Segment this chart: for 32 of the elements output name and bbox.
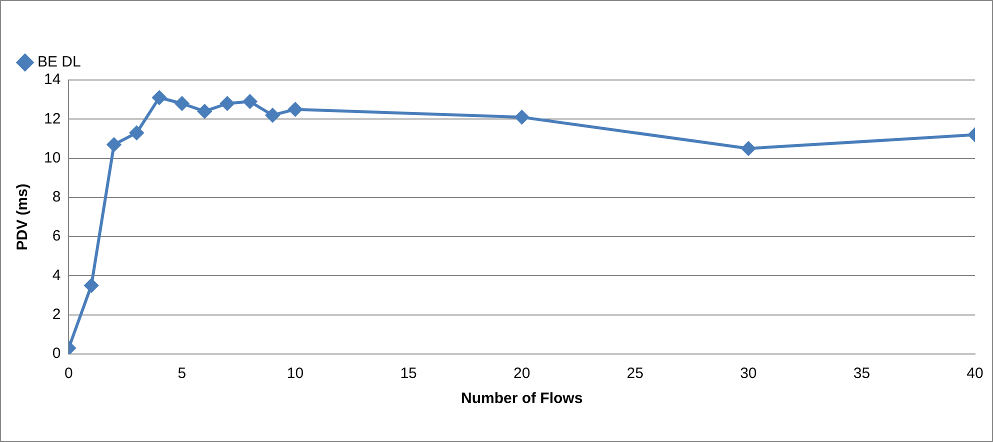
- point: [741, 142, 756, 156]
- x-tick-label: 40: [966, 365, 984, 382]
- point: [84, 278, 98, 292]
- y-tick-label: 12: [44, 110, 61, 128]
- x-tick-label: 25: [626, 365, 644, 382]
- y-tick-label: 2: [52, 306, 61, 323]
- point: [174, 96, 189, 110]
- point: [152, 90, 166, 105]
- y-tick-label: 10: [44, 149, 61, 166]
- x-tick-label: 35: [853, 365, 870, 382]
- legend-label: BE DL: [38, 54, 81, 71]
- x-tick-label: 15: [400, 365, 417, 382]
- point: [242, 94, 257, 109]
- point: [130, 126, 144, 140]
- x-tick-label: 0: [64, 365, 73, 382]
- y-tick-label: 0: [52, 345, 61, 362]
- point: [198, 104, 212, 118]
- y-tick-label: 6: [52, 228, 61, 245]
- y-tick-label: 8: [52, 188, 61, 206]
- y-axis-title: PDV (ms): [14, 184, 32, 250]
- x-tick-label: 10: [286, 365, 304, 382]
- point: [107, 138, 121, 152]
- point: [288, 102, 302, 116]
- point: [220, 96, 234, 110]
- x-tick-label: 30: [740, 365, 757, 382]
- x-tick-label: 20: [514, 365, 530, 382]
- y-tick-label: 4: [52, 266, 61, 284]
- y-tick-label: 14: [44, 71, 61, 88]
- point: [514, 110, 529, 124]
- x-tick-label: 5: [178, 365, 186, 382]
- point: [266, 108, 280, 122]
- x-axis-title: Number of Flows: [461, 390, 583, 408]
